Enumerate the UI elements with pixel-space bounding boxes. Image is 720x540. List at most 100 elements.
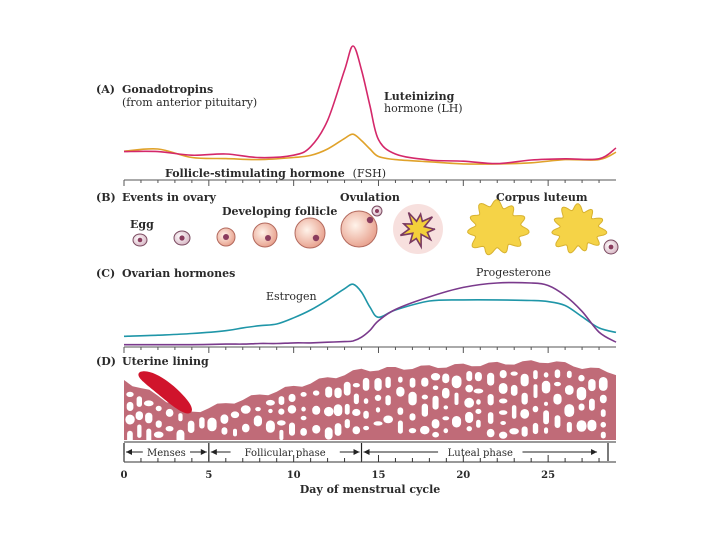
gland — [554, 415, 561, 428]
phase-arrowhead — [210, 449, 217, 455]
lh-curve — [123, 45, 617, 165]
gland — [521, 426, 528, 437]
gland — [500, 421, 506, 425]
lh-label-line2: hormone (LH) — [384, 102, 463, 115]
gland — [242, 423, 250, 433]
gland — [566, 370, 572, 379]
gland — [312, 425, 321, 434]
gland — [240, 405, 251, 414]
panel-a-subtitle: (from anterior pituitary) — [122, 96, 257, 109]
gland — [125, 414, 135, 425]
gland — [511, 405, 517, 419]
x-axis-ticks: 0 5 10 15 20 25 — [121, 455, 600, 481]
gland — [421, 394, 428, 400]
gland — [442, 416, 450, 421]
gland — [385, 395, 391, 406]
gland — [155, 420, 162, 428]
gland — [352, 408, 361, 416]
gland — [499, 398, 508, 404]
lh-label-line1: Luteinizing — [384, 90, 455, 103]
gland — [474, 372, 482, 382]
phase-arrowhead — [200, 449, 207, 455]
corpus-luteum-1 — [467, 199, 530, 256]
gland — [421, 403, 428, 417]
gland — [221, 427, 228, 435]
fsh-label: Follicle-stimulating hormone (FSH) — [165, 167, 386, 180]
gland — [476, 399, 481, 405]
gland — [543, 372, 549, 378]
gland — [397, 407, 404, 415]
phase-arrowhead — [353, 449, 360, 455]
gland — [442, 373, 450, 384]
developing-follicle-label: Developing follicle — [222, 205, 337, 218]
gland — [421, 377, 429, 387]
uterine-glands — [125, 369, 608, 444]
progesterone-curve — [124, 281, 617, 346]
x-axis-title: Day of menstrual cycle — [300, 483, 441, 496]
gland — [541, 380, 551, 394]
gland — [598, 377, 608, 391]
gland — [136, 396, 142, 407]
gland — [397, 420, 403, 434]
gland — [578, 403, 585, 411]
gland — [533, 384, 538, 398]
gland — [566, 421, 572, 433]
phase-arrowhead — [363, 449, 370, 455]
gland — [135, 411, 143, 421]
gland — [199, 417, 205, 429]
gland — [324, 406, 334, 417]
gland — [588, 379, 596, 392]
gland — [520, 373, 529, 387]
gland — [375, 407, 381, 413]
gland — [145, 412, 153, 424]
gland — [363, 410, 369, 419]
gland — [165, 408, 174, 417]
x-axis: 0 5 10 15 20 25 Day of menstrual cycle — [121, 455, 616, 496]
gland — [454, 392, 459, 405]
gland — [344, 419, 350, 429]
gland — [600, 409, 606, 417]
gland — [464, 397, 474, 408]
gland — [334, 387, 342, 399]
gland — [353, 393, 359, 405]
gland — [268, 408, 273, 414]
gland — [207, 417, 217, 432]
gland — [487, 372, 495, 386]
gland — [396, 386, 405, 397]
gland — [509, 428, 519, 435]
gland — [578, 374, 585, 382]
follicle-stage-2 — [252, 222, 278, 248]
panel-c-title: Ovarian hormones — [122, 267, 235, 280]
panel-c-letter: (C) — [96, 267, 115, 280]
follicle-stage-1 — [216, 227, 236, 247]
gland — [312, 405, 321, 415]
ruptured-follicle — [393, 204, 443, 254]
gland — [300, 428, 307, 436]
gland — [430, 373, 441, 381]
gland — [432, 395, 439, 410]
gland — [278, 396, 285, 405]
estrogen-label: Estrogen — [266, 290, 317, 303]
gland — [600, 421, 606, 428]
panel-d-letter: (D) — [96, 355, 116, 368]
gland — [324, 427, 333, 440]
gland — [498, 410, 508, 415]
gland — [288, 393, 296, 402]
gland — [220, 414, 229, 424]
gland — [178, 413, 183, 422]
gland — [176, 429, 185, 444]
gland — [233, 428, 237, 437]
gland — [587, 419, 597, 432]
gland — [363, 398, 369, 404]
gland — [554, 369, 561, 379]
gland — [442, 387, 450, 399]
egg-stage-2 — [173, 230, 191, 246]
gland — [343, 381, 351, 396]
gland — [553, 393, 562, 405]
gland — [487, 412, 494, 424]
estrogen-curve — [123, 283, 617, 338]
fsh-label-bold: Follicle-stimulating hormone — [165, 167, 345, 180]
gland — [466, 371, 473, 382]
menstrual-flow — [138, 371, 192, 414]
gland — [230, 411, 240, 419]
